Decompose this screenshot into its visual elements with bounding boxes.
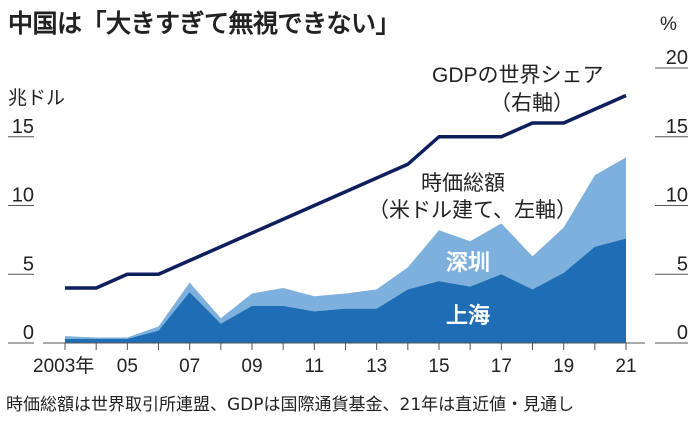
gdp-label: GDPの世界シェア [432,64,604,87]
right-tick-label: 20 [666,47,688,69]
shanghai-area [65,238,626,343]
shenzhen-area [65,157,626,339]
right-tick-label: 0 [677,322,688,344]
footnote: 時価総額は世界取引所連盟、GDPは国際通貨基金、21年は直近値・見通し [6,395,575,415]
x-tick-label: 17 [491,356,512,377]
chart-title: 中国は「大きすぎて無視できない」 [8,9,401,38]
left-tick-label: 10 [12,185,34,207]
x-tick-label: 19 [553,356,574,377]
market-cap-label: 時価総額 [421,172,505,195]
x-tick-label: 21 [615,356,636,377]
right-tick-label: 10 [666,185,688,207]
x-tick-label: 05 [117,356,138,377]
market-cap-sub-label: （米ドル建て、左軸） [368,199,577,222]
x-tick-label: 15 [428,356,449,377]
shenzhen-label: 深圳 [446,250,490,275]
x-tick-label: 09 [241,356,262,377]
right-tick-label: 15 [666,116,688,138]
left-tick-label: 0 [23,322,34,344]
x-tick-label: 11 [304,356,324,377]
right-axis-unit: % [660,14,677,35]
x-tick-label: 13 [366,356,387,377]
gdp-sub-label: （右軸） [490,92,574,115]
shanghai-label: 上海 [446,303,490,328]
left-tick-label: 15 [12,116,34,138]
gdp-share-line [65,93,627,290]
x-tick-label: 07 [179,356,200,377]
left-tick-label: 5 [23,253,34,275]
right-tick-label: 5 [677,253,688,275]
x-tick-label: 2003年 [33,355,94,377]
left-axis-unit: 兆ドル [8,87,65,109]
